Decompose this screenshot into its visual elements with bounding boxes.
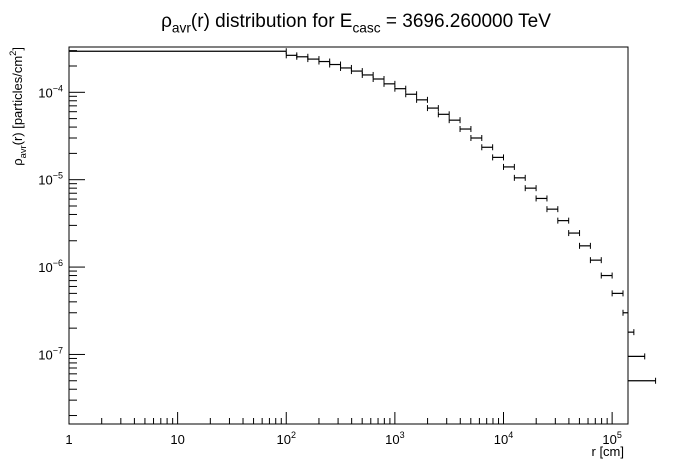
rich-text-part: ρ (10, 158, 25, 165)
data-point (394, 85, 407, 92)
data-markers (69, 48, 657, 384)
rich-text-part: avr (172, 21, 191, 36)
data-point (470, 134, 483, 141)
data-point (557, 217, 570, 224)
x-tick-label: 102 (277, 430, 296, 447)
rich-text-part: avr (18, 145, 28, 158)
data-point (372, 76, 385, 83)
data-point (622, 309, 629, 316)
rich-text-part: ] (10, 47, 25, 51)
x-tick-label: 10 (170, 432, 184, 447)
data-point (426, 105, 439, 112)
rich-text-part: casc (352, 21, 380, 36)
data-point (340, 64, 352, 71)
x-tick-exponent: 5 (617, 430, 622, 440)
data-point (307, 56, 320, 63)
data-point (383, 80, 396, 87)
rich-text-part: ρ (161, 11, 172, 32)
data-point (546, 206, 559, 213)
data-point (318, 58, 331, 65)
data-point (492, 154, 505, 161)
y-axis-title: ρavr(r) [particles/cm2] (8, 47, 28, 166)
rich-text-part: = 3696.260000 TeV (381, 11, 552, 32)
data-point (437, 111, 450, 118)
data-point (69, 48, 287, 55)
data-point (350, 68, 363, 75)
x-tick-base: 1 (65, 432, 72, 447)
plot-frame (68, 46, 629, 425)
rich-text-part: (r) [particles/cm (10, 56, 25, 146)
data-point (285, 52, 298, 59)
data-point (513, 174, 526, 181)
data-point (627, 377, 657, 384)
y-tick-base: 10 (38, 260, 52, 275)
x-tick-exponent: 3 (400, 430, 405, 440)
data-point (481, 144, 494, 151)
y-tick-base: 10 (38, 85, 52, 100)
y-tick-label: 10−4 (38, 83, 63, 100)
x-tick-label: 104 (494, 430, 513, 447)
y-tick-exponent: −5 (53, 171, 63, 181)
data-point (600, 272, 613, 279)
x-tick-base: 10 (494, 432, 508, 447)
y-tick-base: 10 (38, 347, 52, 362)
y-tick-exponent: −6 (53, 258, 63, 268)
data-point (361, 71, 374, 78)
data-point (448, 117, 461, 124)
x-tick-exponent: 4 (508, 430, 513, 440)
data-point (416, 96, 428, 103)
x-tick-base: 10 (602, 432, 616, 447)
y-tick-exponent: −4 (53, 83, 63, 93)
x-tick-label: 1 (65, 432, 72, 447)
x-tick-label: 105 (602, 430, 621, 447)
data-point (405, 91, 418, 98)
x-tick-label: 103 (385, 430, 404, 447)
data-point (579, 242, 591, 249)
rich-text-part: 2 (8, 51, 18, 56)
x-tick-base: 10 (385, 432, 399, 447)
y-tick-base: 10 (38, 173, 52, 188)
data-point (524, 185, 537, 192)
data-point (627, 329, 635, 336)
x-tick-exponent: 2 (291, 430, 296, 440)
data-point (459, 126, 472, 133)
chart-title: ρavr(r) distribution for Ecasc = 3696.26… (161, 11, 551, 36)
x-axis: 1 10 102 103 104 105 (65, 412, 622, 447)
data-point (535, 195, 548, 202)
y-tick-label: 10−6 (38, 258, 63, 275)
data-point (589, 257, 602, 264)
data-point (329, 61, 342, 68)
y-tick-label: 10−5 (38, 171, 63, 188)
x-tick-base: 10 (170, 432, 184, 447)
rich-text-part: (r) distribution for E (191, 11, 353, 32)
data-point (627, 353, 646, 360)
x-axis-title: r [cm] (592, 444, 625, 459)
data-point (568, 230, 581, 237)
y-tick-label: 10−7 (38, 345, 63, 362)
data-point (296, 53, 309, 60)
x-tick-base: 10 (277, 432, 291, 447)
data-point (611, 290, 624, 297)
data-point (503, 163, 515, 170)
y-axis: 10−710−610−510−4 (38, 50, 85, 417)
y-tick-exponent: −7 (53, 345, 63, 355)
